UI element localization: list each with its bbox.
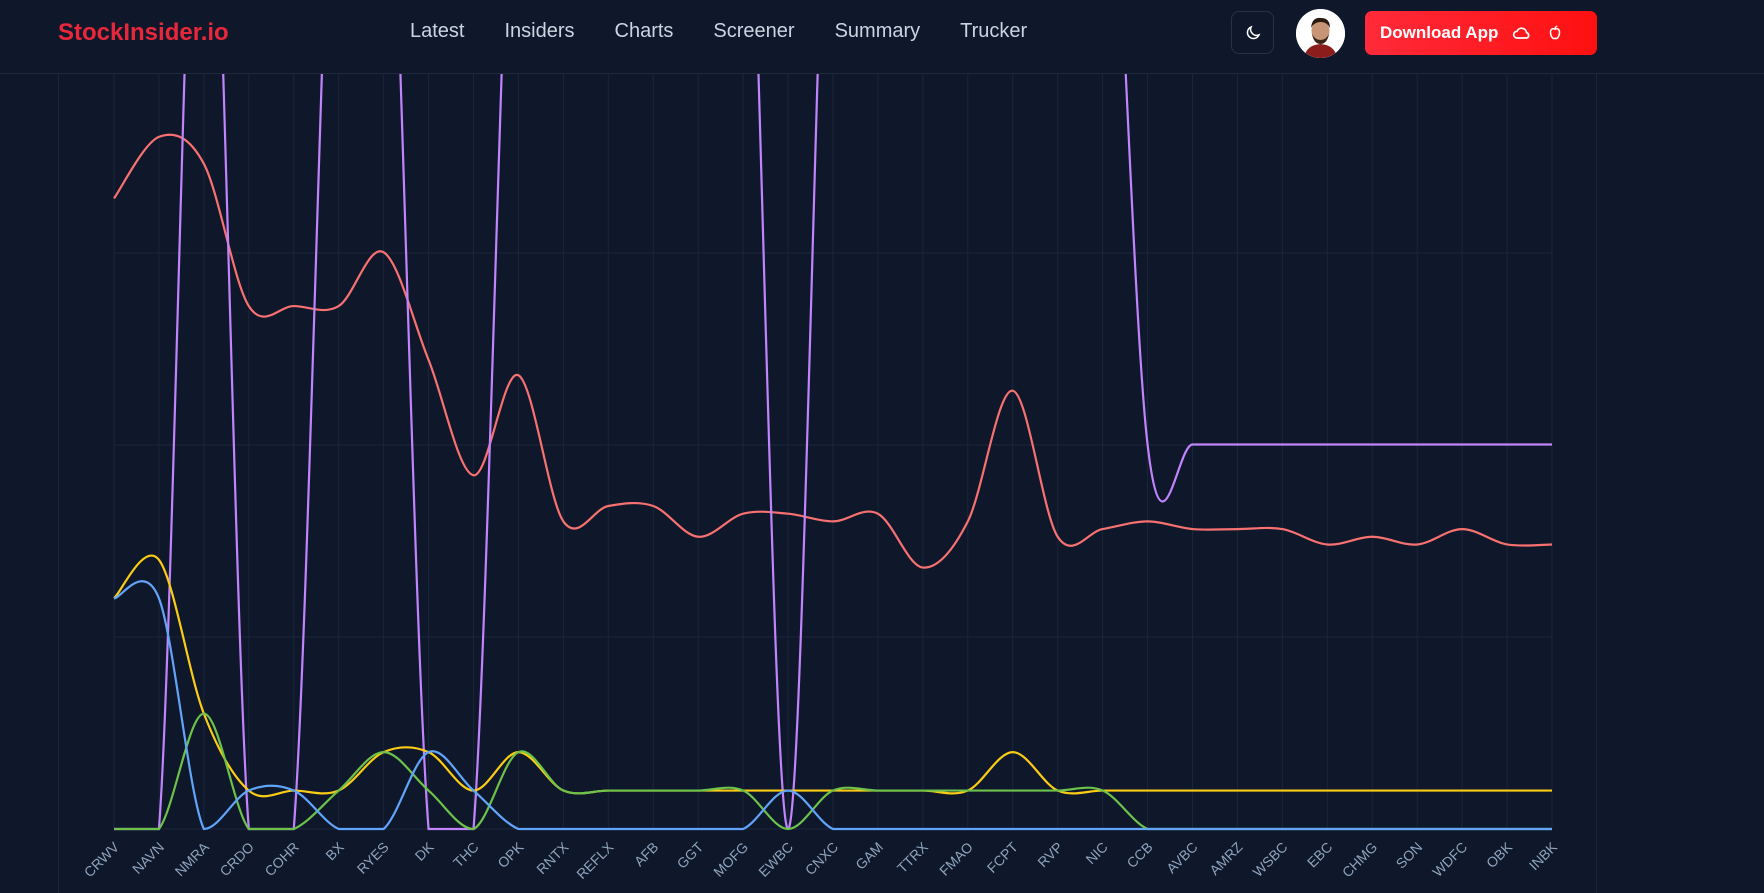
x-tick-label: AFB <box>631 839 662 870</box>
x-axis-ticks: CRWV NAVN NMRA CRDO COHR BX RYES DK THC OPK RNTX RE… <box>81 838 1561 882</box>
cloud-icon <box>1513 27 1530 39</box>
x-tick-label: MOFG <box>710 839 751 880</box>
x-tick-label: SON <box>1393 839 1426 872</box>
x-tick-label: CNXC <box>802 839 841 878</box>
x-tick-label: RYES <box>354 839 392 877</box>
nav-summary[interactable]: Summary <box>834 20 921 42</box>
card-border-left <box>58 74 59 893</box>
series-line-0 <box>113 133 1553 569</box>
series-lines <box>113 74 1553 831</box>
nav-trucker[interactable]: Trucker <box>960 20 1028 42</box>
x-tick-label: WDFC <box>1429 839 1470 880</box>
x-tick-label: NAVN <box>129 839 167 877</box>
logo[interactable]: StockInsider.io <box>58 19 229 46</box>
x-tick-label: CHMG <box>1339 839 1381 881</box>
main-nav: Latest Insiders Charts Screener Summary … <box>410 20 1027 43</box>
avatar-image <box>1296 9 1345 58</box>
x-tick-label: AVBC <box>1163 839 1201 877</box>
x-tick-label: CCB <box>1123 839 1155 871</box>
x-tick-label: OBK <box>1483 838 1516 871</box>
x-tick-label: NMRA <box>172 838 213 879</box>
x-tick-label: INBK <box>1526 838 1561 873</box>
x-tick-label: WSBC <box>1249 839 1290 880</box>
x-tick-label: CRWV <box>81 838 123 880</box>
theme-toggle-button[interactable] <box>1231 11 1274 54</box>
x-tick-label: BX <box>322 838 347 863</box>
x-tick-label: EWBC <box>755 839 796 880</box>
series-line-2 <box>113 554 1552 798</box>
x-tick-label: GAM <box>852 839 886 873</box>
top-nav: StockInsider.io Latest Insiders Charts S… <box>0 0 1764 74</box>
x-tick-label: REFLX <box>573 838 617 882</box>
x-tick-label: AMRZ <box>1206 838 1246 878</box>
x-tick-label: GGT <box>674 838 707 871</box>
download-app-button[interactable]: Download App <box>1365 11 1597 55</box>
x-tick-label: CRDO <box>216 839 257 880</box>
nav-screener[interactable]: Screener <box>713 20 795 42</box>
moon-icon <box>1246 25 1260 39</box>
nav-latest[interactable]: Latest <box>410 20 465 42</box>
avatar[interactable] <box>1296 9 1345 58</box>
x-tick-label: NIC <box>1082 839 1110 867</box>
x-tick-label: THC <box>450 839 482 871</box>
series-line-1 <box>114 74 1552 831</box>
series-line-4 <box>113 580 1552 831</box>
x-tick-label: FMAO <box>936 839 976 879</box>
x-tick-label: DK <box>412 838 438 864</box>
nav-insiders[interactable]: Insiders <box>504 20 575 42</box>
nav-charts[interactable]: Charts <box>614 20 674 42</box>
download-app-label: Download App <box>1380 23 1499 42</box>
x-tick-label: EBC <box>1304 839 1336 871</box>
apple-icon <box>1550 25 1561 40</box>
x-tick-label: OPK <box>494 838 527 871</box>
x-tick-label: FCPT <box>984 838 1021 875</box>
grid <box>113 74 1553 830</box>
x-tick-label: COHR <box>261 839 301 879</box>
x-tick-label: RNTX <box>533 838 572 877</box>
x-tick-label: RVP <box>1034 839 1065 870</box>
x-tick-label: TTRX <box>894 838 932 876</box>
card-border-right <box>1596 74 1597 893</box>
